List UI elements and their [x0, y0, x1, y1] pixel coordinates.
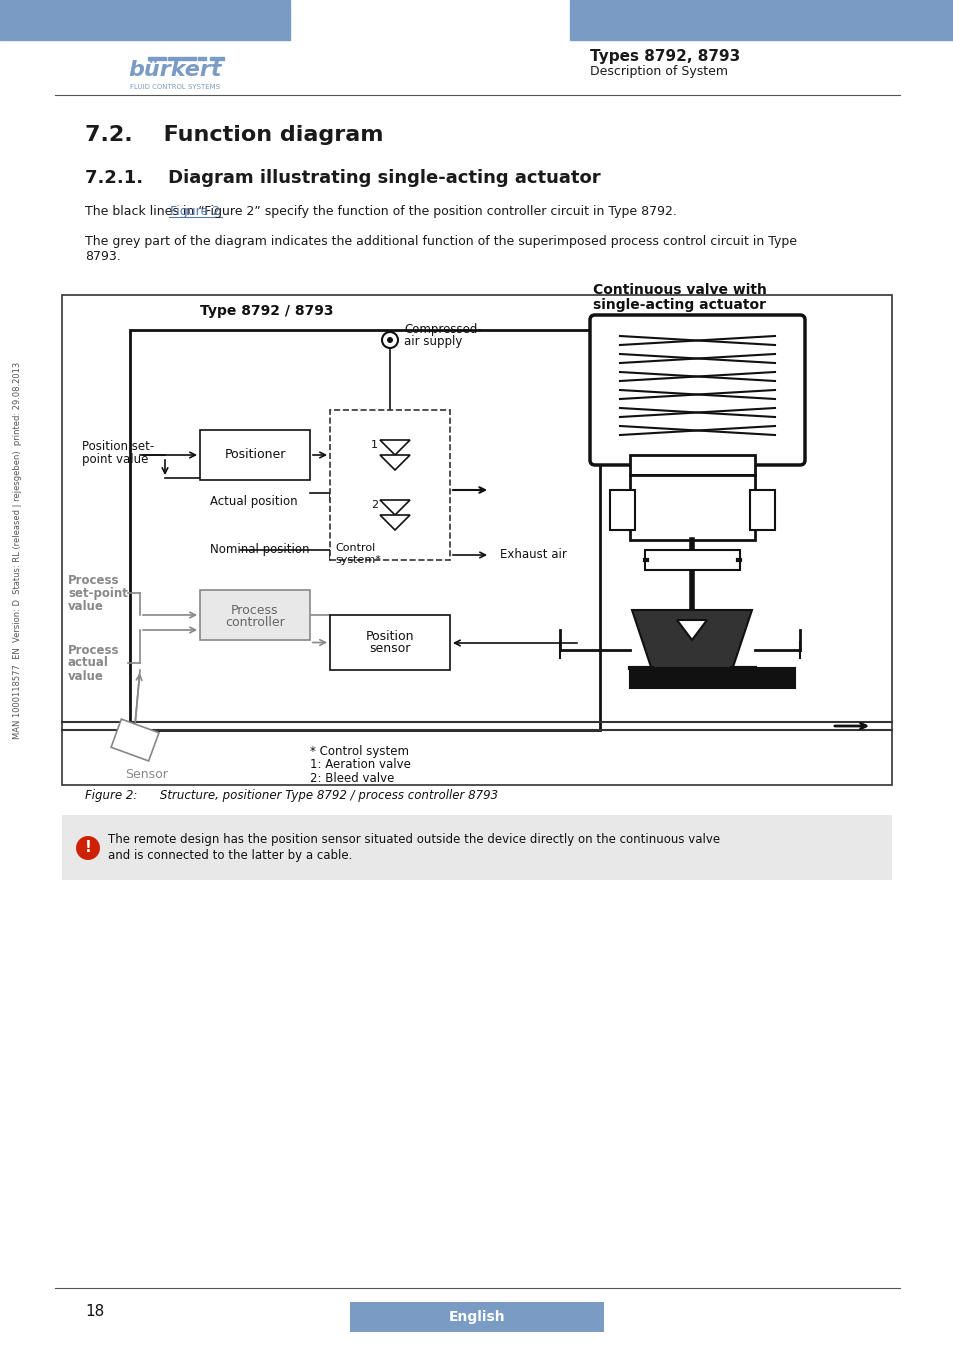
Text: 2: 2 — [371, 500, 377, 510]
Bar — [130, 329, 599, 730]
Text: point value: point value — [82, 454, 149, 467]
Text: Type 8792 / 8793: Type 8792 / 8793 — [200, 304, 334, 319]
Text: Control: Control — [335, 543, 375, 554]
Bar — [62, 296, 891, 784]
Text: Actual position: Actual position — [210, 495, 297, 509]
Text: value: value — [68, 599, 104, 613]
Text: Nominal position: Nominal position — [210, 544, 309, 556]
Text: Exhaust air: Exhaust air — [499, 548, 566, 562]
Text: system*: system* — [335, 555, 380, 566]
Text: Compressed-: Compressed- — [403, 324, 481, 336]
Text: Process: Process — [68, 644, 119, 656]
Text: !: ! — [85, 841, 91, 856]
Text: The grey part of the diagram indicates the additional function of the superimpos: The grey part of the diagram indicates t… — [85, 235, 796, 248]
Bar — [629, 455, 754, 475]
Text: The black lines in “Figure 2” specify the function of the position controller ci: The black lines in “Figure 2” specify th… — [85, 205, 677, 219]
Text: 2: Bleed valve: 2: Bleed valve — [310, 771, 394, 784]
Text: Sensor: Sensor — [125, 768, 168, 782]
Text: Figure 2:      Structure, positioner Type 8792 / process controller 8793: Figure 2: Structure, positioner Type 879… — [85, 788, 497, 802]
Text: bürkert: bürkert — [128, 59, 221, 80]
Bar — [350, 1301, 603, 1332]
Bar — [569, 0, 953, 40]
Text: controller: controller — [225, 616, 285, 629]
Text: and is connected to the latter by a cable.: and is connected to the latter by a cabl… — [108, 849, 352, 861]
Text: Process: Process — [68, 574, 119, 586]
Text: Continuous valve with: Continuous valve with — [593, 284, 766, 297]
Text: Position set-: Position set- — [82, 440, 154, 454]
Bar — [330, 616, 450, 670]
Text: Position: Position — [365, 630, 414, 643]
Text: MAN 1000118577  EN  Version: D  Status: RL (released | rejesgeben)  printed: 29.: MAN 1000118577 EN Version: D Status: RL … — [13, 362, 23, 738]
Polygon shape — [677, 620, 706, 640]
Polygon shape — [379, 500, 410, 514]
Polygon shape — [379, 514, 410, 531]
Polygon shape — [379, 455, 410, 470]
Bar — [198, 57, 206, 59]
Bar — [644, 549, 740, 570]
Text: 1: Aeration valve: 1: Aeration valve — [310, 759, 411, 771]
Text: Description of System: Description of System — [589, 66, 727, 78]
Text: Figure 2: Figure 2 — [170, 205, 220, 219]
Text: 1: 1 — [371, 440, 377, 450]
Text: 8793.: 8793. — [85, 250, 121, 262]
Text: air supply: air supply — [403, 336, 462, 348]
Text: 18: 18 — [85, 1304, 104, 1319]
Text: value: value — [68, 670, 104, 683]
Bar — [629, 680, 794, 688]
Text: 7.2.    Function diagram: 7.2. Function diagram — [85, 126, 383, 144]
Circle shape — [387, 338, 393, 343]
Text: English: English — [448, 1310, 505, 1324]
Bar — [629, 475, 754, 540]
Bar — [200, 431, 310, 481]
Text: Positioner: Positioner — [224, 448, 285, 462]
Bar — [62, 815, 891, 880]
Bar — [0, 0, 290, 40]
Bar — [148, 57, 166, 59]
Text: single-acting actuator: single-acting actuator — [593, 298, 765, 312]
Bar — [200, 590, 310, 640]
Text: * Control system: * Control system — [310, 745, 409, 759]
Bar — [629, 668, 794, 680]
Bar — [168, 57, 195, 59]
Text: set-point: set-point — [68, 586, 128, 599]
Text: actual: actual — [68, 656, 109, 670]
Text: Process: Process — [231, 603, 278, 617]
FancyBboxPatch shape — [589, 315, 804, 464]
Text: Types 8792, 8793: Types 8792, 8793 — [589, 50, 740, 65]
Text: The remote design has the position sensor situated outside the device directly o: The remote design has the position senso… — [108, 833, 720, 846]
Text: FLUID CONTROL SYSTEMS: FLUID CONTROL SYSTEMS — [130, 84, 220, 90]
Polygon shape — [631, 610, 751, 670]
Bar — [210, 57, 224, 59]
Bar — [749, 490, 774, 531]
Text: sensor: sensor — [369, 643, 410, 655]
Bar — [330, 410, 450, 560]
Text: 7.2.1.    Diagram illustrating single-acting actuator: 7.2.1. Diagram illustrating single-actin… — [85, 169, 600, 188]
Bar — [609, 490, 635, 531]
Circle shape — [76, 836, 100, 860]
Polygon shape — [379, 440, 410, 455]
Bar — [111, 720, 159, 761]
